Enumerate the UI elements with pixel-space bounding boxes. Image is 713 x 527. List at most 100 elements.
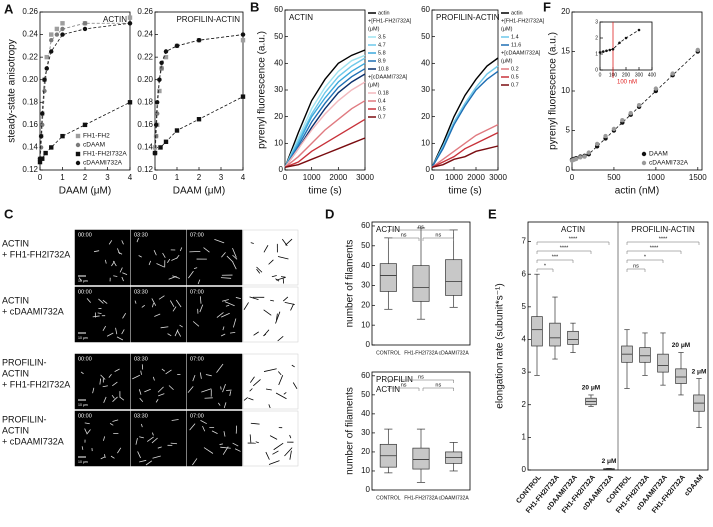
y-tick-label: 60	[361, 221, 370, 230]
x-tick-label: 0	[599, 72, 602, 78]
data-point	[75, 133, 81, 139]
data-point	[155, 111, 160, 116]
filament	[112, 419, 119, 422]
panel-letter: C	[4, 206, 14, 221]
filament	[192, 458, 198, 466]
filament	[141, 304, 145, 308]
data-point	[60, 133, 65, 139]
significance-label: ns	[418, 374, 424, 380]
significance-bracket	[626, 268, 646, 272]
filament	[103, 396, 107, 403]
filament	[292, 382, 298, 389]
filament	[111, 394, 115, 399]
box	[657, 353, 669, 373]
timestamp: 07:00	[190, 289, 204, 295]
timestamp: 07:00	[190, 232, 204, 238]
filament	[282, 296, 289, 302]
filament	[192, 375, 196, 382]
filament	[223, 431, 226, 437]
box	[379, 263, 397, 292]
x-tick-label: 1500	[689, 173, 707, 182]
group-label: ACTIN	[561, 225, 585, 234]
filament	[111, 261, 115, 267]
series-line	[284, 62, 366, 168]
filament	[250, 242, 254, 244]
significance-label: ns	[633, 263, 639, 269]
series-line	[431, 132, 499, 168]
significance-bracket	[626, 250, 682, 254]
filament	[93, 250, 100, 253]
filament	[268, 404, 271, 409]
significance-bracket	[422, 237, 454, 241]
data-point	[594, 141, 600, 147]
y-tick-label: 50	[274, 32, 283, 41]
filament	[153, 250, 157, 256]
y-tick-label: 60	[421, 5, 430, 14]
filament	[214, 239, 225, 244]
filament	[256, 266, 263, 273]
y-tick-label: 40	[361, 261, 370, 270]
filament	[205, 374, 212, 377]
y-tick-label: 0.22	[22, 52, 38, 61]
row-label: PROFILIN-	[2, 357, 47, 367]
y-tick-label: 20	[361, 300, 370, 309]
data-point	[40, 156, 45, 161]
y-axis-label: pyrenyl fluorescence (a.u.)	[257, 31, 268, 149]
timestamp: 03:30	[134, 413, 148, 419]
filament	[290, 303, 295, 311]
data-point	[601, 50, 605, 53]
x-tick-label: 0	[570, 173, 575, 182]
filament	[119, 267, 123, 273]
filament	[132, 374, 141, 380]
significance-bracket	[422, 387, 454, 391]
filament	[235, 297, 241, 300]
filament	[232, 261, 237, 270]
y-tick-label: 0.18	[137, 97, 153, 106]
y-tick-label: 10	[361, 320, 370, 329]
filament	[270, 299, 275, 302]
row-label: ACTIN	[2, 238, 29, 248]
y-tick-label: 10	[561, 86, 570, 95]
micrograph	[242, 410, 299, 467]
series-line	[431, 124, 499, 168]
y-tick-label: 50	[421, 32, 430, 41]
data-point	[54, 26, 60, 32]
chart-title: ACTIN	[376, 225, 400, 234]
data-point	[43, 150, 48, 156]
row-label: + cDAAMI732A	[2, 436, 64, 446]
filament	[102, 325, 107, 332]
significance-label: ****	[659, 236, 668, 242]
filament	[122, 272, 128, 275]
y-tick-label: 30	[361, 428, 370, 437]
filament	[278, 371, 282, 376]
filament	[193, 267, 198, 270]
filament	[151, 432, 154, 436]
y-tick-label: 20	[561, 7, 570, 16]
y-tick-label: 0.20	[22, 75, 38, 84]
fit-line	[599, 29, 640, 53]
data-point	[653, 86, 659, 91]
y-tick-label: 0	[366, 340, 371, 349]
filament	[216, 363, 224, 373]
significance-label: *	[644, 254, 647, 260]
legend-label: 1.4	[511, 34, 519, 40]
filament	[138, 255, 142, 258]
filament	[99, 378, 102, 385]
filament	[199, 296, 202, 304]
legend-label: 4.7	[378, 42, 386, 48]
y-tick-label: 20	[421, 112, 430, 121]
box	[567, 330, 579, 345]
filament	[222, 383, 226, 393]
chart-title: ACTIN	[289, 13, 313, 22]
timestamp: 07:00	[190, 413, 204, 419]
filament	[203, 447, 214, 454]
filament	[106, 332, 114, 337]
timestamp: 03:30	[134, 289, 148, 295]
legend-label: 0.4	[378, 98, 386, 104]
filament	[221, 252, 226, 258]
filament	[275, 311, 281, 324]
filament	[121, 240, 124, 245]
data-point	[49, 38, 54, 43]
filament	[97, 312, 102, 315]
